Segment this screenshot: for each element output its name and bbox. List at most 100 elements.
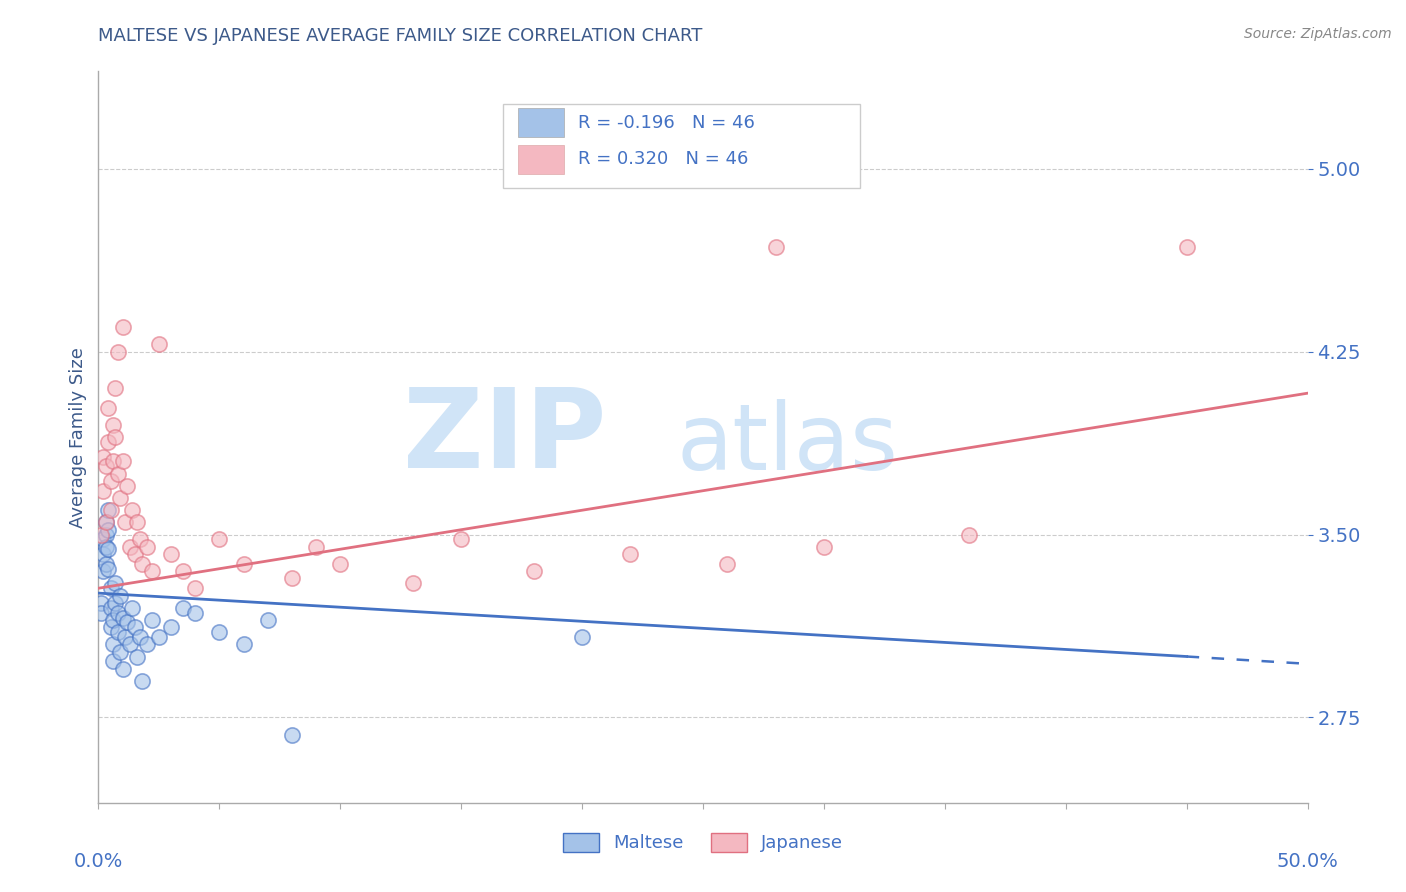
Point [1175, 240, 1198, 254]
Point [91, 547, 114, 561]
Point [100, 620, 122, 634]
Point [619, 547, 641, 561]
Point [118, 540, 141, 554]
Point [94, 557, 117, 571]
Point [117, 615, 139, 630]
Point [90, 596, 112, 610]
Point [121, 503, 143, 517]
Point [281, 727, 304, 741]
Point [450, 533, 472, 547]
Text: ZIP: ZIP [404, 384, 606, 491]
Text: Source: ZipAtlas.com: Source: ZipAtlas.com [1244, 27, 1392, 41]
Point [91, 483, 114, 498]
Point [131, 673, 153, 688]
Point [108, 491, 131, 505]
Point [402, 576, 425, 591]
Point [101, 637, 124, 651]
Point [813, 540, 835, 554]
Point [90, 527, 112, 541]
Point [108, 589, 131, 603]
Point [97, 434, 120, 449]
Point [101, 654, 124, 668]
Point [114, 630, 136, 644]
Point [107, 467, 129, 481]
Point [104, 596, 127, 610]
Point [232, 637, 254, 651]
Point [104, 576, 127, 591]
Point [127, 516, 149, 530]
Bar [517, 108, 564, 137]
Point [148, 630, 170, 644]
Point [127, 649, 149, 664]
Point [141, 613, 163, 627]
Point [208, 533, 231, 547]
Point [329, 557, 352, 571]
Point [160, 620, 183, 634]
Text: atlas: atlas [676, 400, 898, 490]
Text: MALTESE VS JAPANESE AVERAGE FAMILY SIZE CORRELATION CHART: MALTESE VS JAPANESE AVERAGE FAMILY SIZE … [98, 27, 703, 45]
Point [108, 645, 131, 659]
Point [716, 557, 738, 571]
Legend: Maltese, Japanese: Maltese, Japanese [555, 826, 851, 860]
Point [94, 516, 117, 530]
Point [571, 630, 593, 644]
Point [107, 625, 129, 640]
Point [91, 533, 114, 547]
Point [131, 557, 153, 571]
Point [101, 417, 124, 432]
Point [160, 547, 183, 561]
Point [111, 610, 134, 624]
Point [100, 474, 122, 488]
Point [111, 320, 134, 334]
Point [135, 540, 157, 554]
Point [281, 572, 304, 586]
Text: R = 0.320   N = 46: R = 0.320 N = 46 [578, 150, 749, 168]
Point [208, 625, 231, 640]
Point [121, 600, 143, 615]
Point [124, 620, 146, 634]
Point [101, 454, 124, 468]
Point [117, 479, 139, 493]
Point [90, 606, 112, 620]
Point [107, 344, 129, 359]
Point [111, 662, 134, 676]
Point [135, 637, 157, 651]
Point [128, 533, 150, 547]
Point [97, 523, 120, 537]
Point [97, 542, 120, 557]
Point [765, 240, 787, 254]
Point [107, 606, 129, 620]
Point [100, 581, 122, 595]
Point [94, 459, 117, 474]
Point [114, 516, 136, 530]
Point [100, 600, 122, 615]
FancyBboxPatch shape [503, 104, 860, 188]
Point [94, 540, 117, 554]
Point [100, 503, 122, 517]
Point [118, 637, 141, 651]
Point [172, 564, 194, 578]
Point [111, 454, 134, 468]
Point [305, 540, 328, 554]
Point [97, 503, 120, 517]
Point [91, 450, 114, 464]
Point [94, 516, 117, 530]
Point [184, 606, 207, 620]
Point [128, 630, 150, 644]
Point [172, 600, 194, 615]
Point [232, 557, 254, 571]
Point [256, 613, 278, 627]
Point [957, 527, 980, 541]
Y-axis label: Average Family Size: Average Family Size [69, 347, 87, 527]
Point [148, 337, 170, 351]
Bar [517, 145, 564, 174]
Point [94, 527, 117, 541]
Text: 50.0%: 50.0% [1277, 852, 1339, 871]
Point [141, 564, 163, 578]
Point [104, 381, 127, 395]
Point [97, 562, 120, 576]
Point [523, 564, 546, 578]
Point [97, 401, 120, 415]
Point [104, 430, 127, 444]
Text: 0.0%: 0.0% [73, 852, 124, 871]
